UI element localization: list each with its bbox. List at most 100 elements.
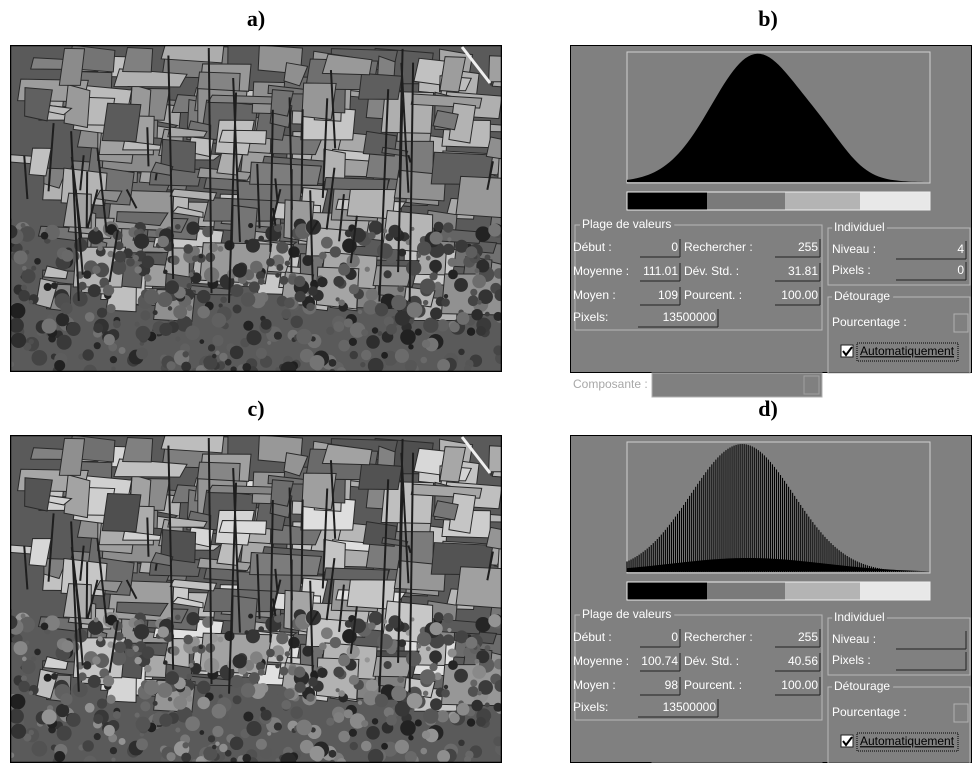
vegetation xyxy=(114,641,126,654)
vegetation xyxy=(196,289,211,304)
crack xyxy=(288,97,293,210)
vegetation xyxy=(290,315,303,329)
crack xyxy=(207,438,213,685)
vegetation xyxy=(317,276,328,288)
field-label: Rechercher : xyxy=(684,240,753,254)
vegetation xyxy=(422,690,429,697)
vegetation xyxy=(126,257,135,267)
vegetation xyxy=(103,724,115,737)
crack xyxy=(408,452,415,693)
vegetation xyxy=(159,322,173,336)
vegetation xyxy=(474,268,480,274)
vegetation xyxy=(465,246,478,259)
field-value: 100.00 xyxy=(781,678,818,692)
panel-label: a) xyxy=(247,6,265,31)
vegetation xyxy=(284,688,295,700)
vegetation xyxy=(495,352,502,365)
vegetation xyxy=(414,719,422,727)
rock xyxy=(270,479,294,507)
vegetation xyxy=(288,246,300,258)
vegetation xyxy=(229,736,244,751)
vegetation xyxy=(56,334,72,350)
vegetation xyxy=(93,323,104,334)
vegetation xyxy=(467,295,479,307)
vegetation xyxy=(21,659,36,675)
crack xyxy=(378,479,390,693)
vegetation xyxy=(109,746,118,755)
vegetation xyxy=(405,650,422,667)
vegetation xyxy=(348,674,360,686)
vegetation xyxy=(429,231,443,245)
vegetation xyxy=(398,639,407,648)
checkbox xyxy=(840,734,854,748)
vegetation xyxy=(400,329,416,345)
field-value: 0 xyxy=(957,263,964,277)
vegetation xyxy=(87,284,101,298)
histogram-shape xyxy=(627,53,930,182)
crack xyxy=(321,488,329,589)
field-label-disabled: Composante : xyxy=(573,377,648,391)
vegetation xyxy=(430,307,443,320)
crack xyxy=(86,189,99,229)
vegetation xyxy=(188,272,194,277)
vegetation xyxy=(364,657,370,663)
vegetation xyxy=(309,354,325,370)
vegetation xyxy=(343,318,353,328)
vegetation xyxy=(299,348,314,363)
vegetation xyxy=(474,658,480,664)
group-title: Plage de valeurs xyxy=(582,607,671,621)
field-label: Niveau : xyxy=(832,632,876,646)
field-value: 0 xyxy=(671,630,678,644)
rock xyxy=(358,462,403,490)
vegetation xyxy=(78,672,87,681)
vegetation xyxy=(207,735,216,743)
vegetation xyxy=(328,358,337,367)
vegetation xyxy=(493,345,502,356)
vegetation xyxy=(229,345,244,360)
level-bar xyxy=(707,582,785,600)
vegetation xyxy=(275,272,280,278)
rock xyxy=(167,126,208,138)
field-label: Pourcentage : xyxy=(832,705,907,719)
vegetation xyxy=(470,679,478,687)
vegetation xyxy=(167,306,173,311)
vegetation xyxy=(441,298,450,307)
vegetation xyxy=(455,630,469,644)
crack xyxy=(23,155,29,200)
vegetation xyxy=(281,309,292,319)
vegetation xyxy=(157,235,169,248)
vegetation xyxy=(273,614,283,623)
vegetation xyxy=(212,744,217,750)
vegetation xyxy=(97,245,103,251)
crack xyxy=(154,173,158,181)
vegetation xyxy=(93,226,99,232)
vegetation xyxy=(318,642,327,651)
vegetation xyxy=(371,718,379,725)
vegetation xyxy=(134,656,142,665)
vegetation xyxy=(191,646,199,653)
vegetation xyxy=(471,699,483,712)
vegetation xyxy=(157,626,169,638)
vegetation xyxy=(182,742,189,749)
vegetation xyxy=(41,318,57,334)
vegetation xyxy=(414,328,422,336)
vegetation xyxy=(203,355,218,370)
level-bar-border xyxy=(626,191,931,211)
crack xyxy=(486,551,494,581)
vegetation xyxy=(420,747,428,755)
vegetation xyxy=(267,731,272,736)
vegetation xyxy=(112,320,121,329)
vegetation xyxy=(429,663,438,672)
vegetation xyxy=(455,239,469,253)
vegetation xyxy=(365,679,379,692)
crack xyxy=(108,229,119,283)
vegetation xyxy=(374,693,389,708)
vegetation xyxy=(230,366,237,372)
rock xyxy=(496,541,502,581)
vegetation xyxy=(394,310,410,326)
vegetation xyxy=(10,361,15,368)
vegetation xyxy=(207,344,216,352)
vegetation xyxy=(18,289,30,302)
vegetation xyxy=(376,633,393,650)
vegetation xyxy=(335,688,340,693)
